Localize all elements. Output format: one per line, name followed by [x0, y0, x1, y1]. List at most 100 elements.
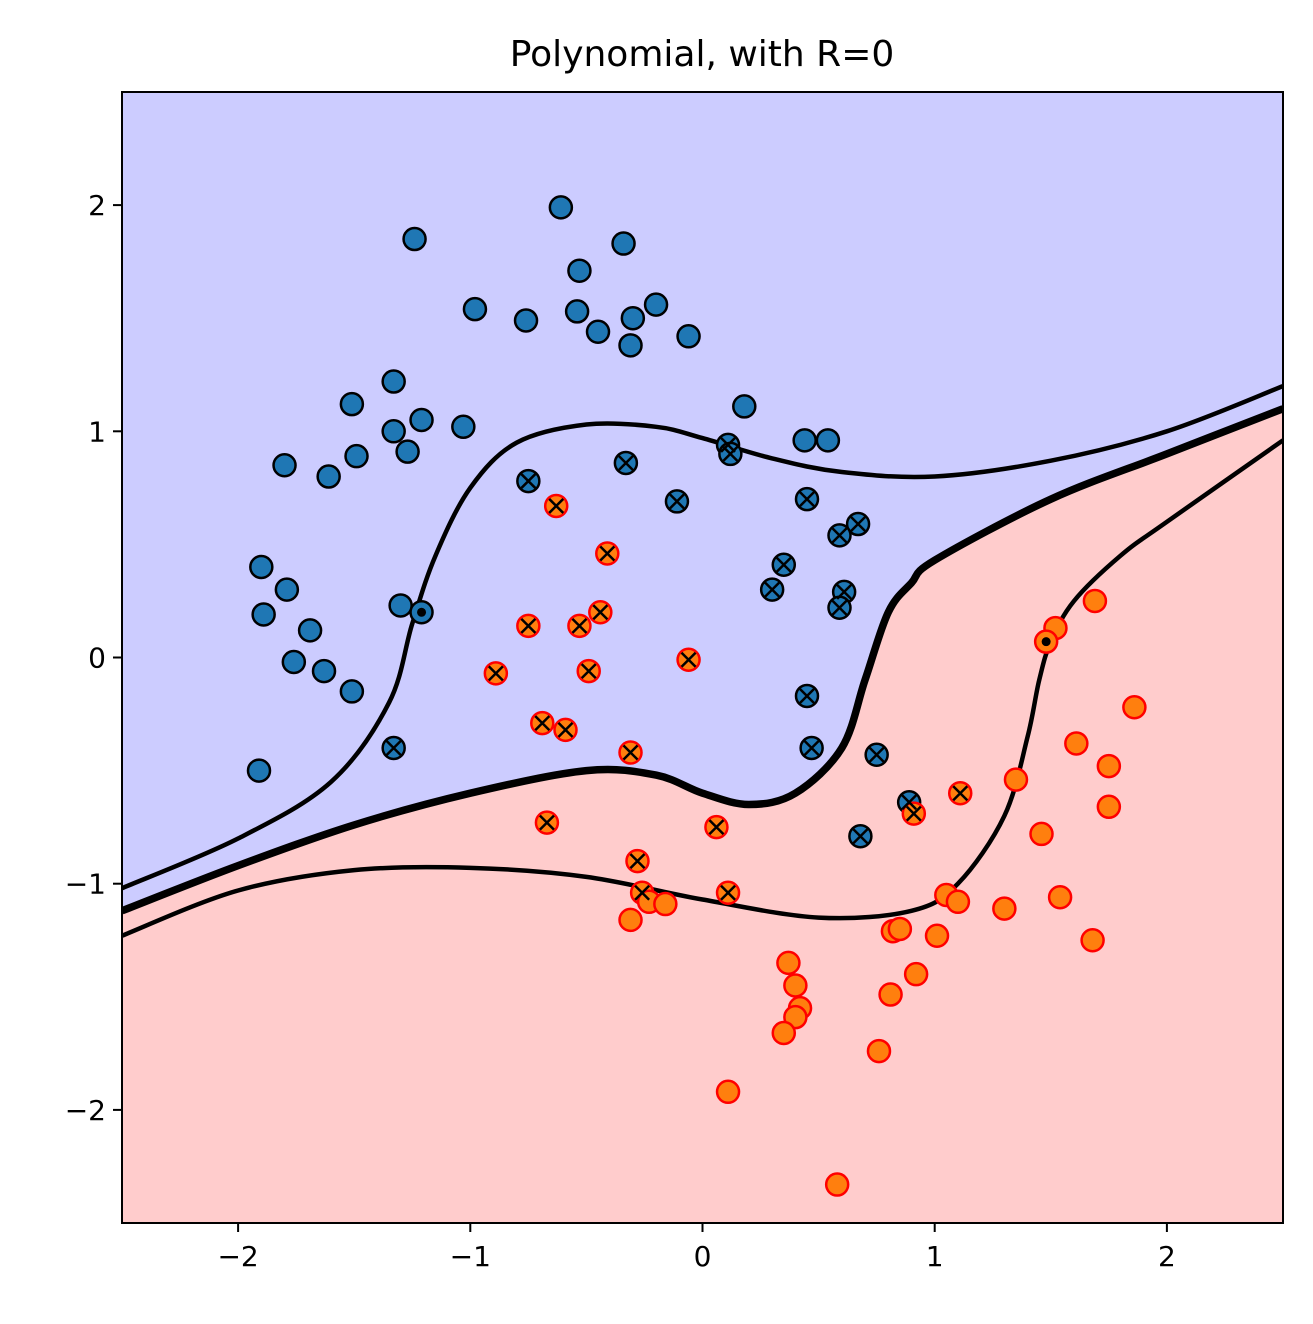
support-vector-marker [539, 814, 555, 831]
class-0-point [381, 369, 406, 394]
x-tick-label: 2 [1158, 1240, 1176, 1273]
class-1-point [618, 907, 643, 933]
y-tick-label: −2 [65, 1094, 106, 1127]
support-vector-marker [799, 491, 815, 508]
class-0-point [585, 319, 611, 345]
x-axis: −2 −1 0 1 2 [217, 1223, 1176, 1273]
class-1-point [715, 1079, 741, 1105]
class-1-point [1122, 695, 1147, 720]
support-vector-marker [548, 498, 565, 514]
class-0-point [316, 464, 341, 489]
support-vector-marker [520, 617, 537, 634]
decision-regions [122, 92, 1283, 1223]
class-1-point [776, 950, 801, 976]
support-vector-marker [720, 884, 736, 901]
support-vector-marker [599, 545, 616, 562]
support-vector-marker [487, 665, 504, 682]
decision-boundaries [122, 384, 1283, 938]
region-class-1 [122, 408, 1283, 1223]
class-0-point [388, 593, 413, 618]
class-1-point [653, 891, 678, 917]
class-0-point [311, 658, 337, 684]
support-vector-marker [952, 785, 969, 802]
margin-point-marker [1041, 637, 1051, 647]
class-1-point [1096, 753, 1122, 779]
class-0-point [246, 758, 272, 783]
support-vector-marker [680, 651, 697, 668]
y-axis: −2 −1 0 1 2 [65, 189, 122, 1127]
class-1-point [945, 889, 971, 915]
class-0-point [676, 324, 701, 349]
class-0-point [815, 428, 841, 453]
class-0-point [402, 226, 427, 252]
class-1-point [878, 982, 903, 1007]
support-vector-marker [775, 556, 792, 573]
support-vector-marker [831, 599, 848, 616]
class-1-point [1029, 821, 1054, 847]
support-vector-marker [764, 581, 781, 598]
x-tick-label: −1 [450, 1240, 491, 1273]
support-vector-marker [905, 805, 922, 822]
y-tick-label: 0 [88, 642, 106, 675]
support-vector-marker [580, 663, 597, 679]
x-tick-label: 0 [694, 1240, 712, 1273]
y-tick-label: 2 [88, 189, 106, 222]
support-vector-marker [708, 819, 725, 836]
class-1-point [903, 961, 929, 987]
support-vector-marker [901, 794, 918, 811]
support-vector-marker [534, 715, 551, 731]
class-0-point [409, 407, 434, 433]
support-vector-marker [850, 516, 866, 532]
class-1-point [992, 896, 1017, 921]
class-0-point [249, 554, 274, 580]
support-vector-marker [831, 527, 848, 544]
support-vector-marker [622, 744, 639, 761]
class-0-point [462, 296, 488, 322]
support-vector-marker [720, 436, 736, 453]
support-vector-marker [722, 446, 739, 462]
x-tick-label: −2 [217, 1240, 258, 1273]
class-0-point [513, 308, 539, 333]
class-0-point [251, 602, 276, 627]
support-vector-marker [669, 493, 685, 510]
class-0-point [274, 577, 300, 602]
class-0-point [567, 258, 592, 283]
lower-margin-line [122, 438, 1283, 938]
class-1-point [1080, 928, 1105, 953]
class-0-point [611, 231, 636, 256]
support-vector-marker [629, 853, 646, 869]
support-vector-marker [799, 688, 815, 704]
x-tick-label: 1 [926, 1240, 944, 1273]
class-0-point [395, 439, 420, 464]
support-vector-marker [571, 617, 588, 634]
plot-area [121, 91, 1284, 1224]
class-0-point [564, 299, 590, 324]
margin-point-marker [417, 607, 427, 617]
class-0-point [297, 618, 323, 643]
class-0-point [451, 414, 476, 440]
support-vector-marker [592, 604, 609, 621]
class-1-point [783, 973, 808, 998]
data-points [246, 195, 1147, 1197]
class-0-point [792, 428, 817, 453]
class-0-point [732, 394, 757, 419]
class-0-point [643, 292, 669, 317]
class-1-point [1096, 794, 1122, 820]
class-1-point [887, 916, 913, 942]
class-0-point [344, 443, 369, 469]
support-vector-marker [385, 740, 402, 756]
class-0-point [620, 305, 646, 331]
support-vector-marker [634, 884, 651, 901]
support-vector-marker [557, 722, 574, 738]
class-1-point [1003, 767, 1029, 792]
class-1-point [1064, 731, 1089, 756]
y-tick-label: 1 [88, 415, 106, 448]
chart-title: Polynomial, with R=0 [510, 34, 895, 75]
decision-boundary-line [122, 405, 1283, 915]
class-0-point [618, 333, 643, 358]
class-1-point [1047, 885, 1073, 910]
class-0-point [339, 391, 365, 417]
y-tick-label: −1 [65, 868, 106, 901]
support-vector-marker [803, 740, 820, 756]
